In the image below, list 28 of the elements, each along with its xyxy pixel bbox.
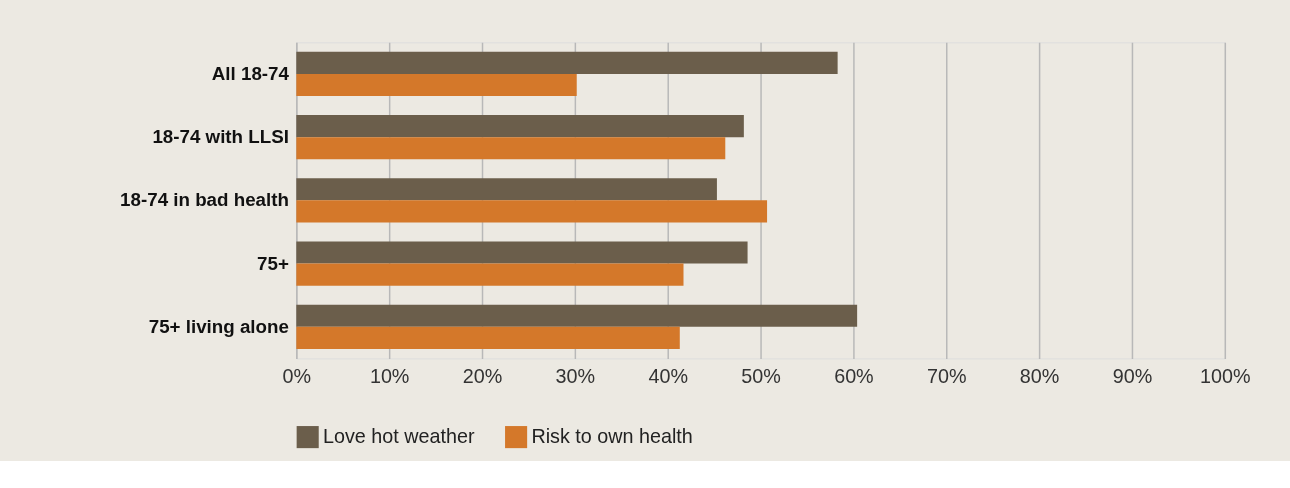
legend-label: Risk to own health — [531, 425, 693, 448]
x-tick-label: 20% — [462, 364, 503, 387]
x-tick-label: 70% — [926, 364, 967, 387]
y-tick-label: 75+ living alone — [148, 315, 289, 337]
bar — [296, 51, 838, 74]
bar — [296, 137, 726, 160]
legend-label: Love hot weather — [322, 425, 475, 448]
x-tick-label: 90% — [1112, 364, 1153, 387]
bar — [296, 115, 744, 138]
x-tick-label: 100% — [1200, 364, 1251, 387]
x-tick-label: 40% — [648, 364, 688, 387]
bar — [296, 241, 748, 264]
x-tick-label: 60% — [834, 364, 874, 387]
bar — [296, 304, 858, 327]
y-tick-label: 75+ — [257, 252, 289, 274]
bar — [296, 178, 717, 201]
x-tick-label: 80% — [1019, 364, 1060, 387]
x-tick-label: 50% — [741, 364, 781, 387]
x-tick-label: 30% — [555, 364, 596, 387]
y-tick-label: 18-74 in bad health — [120, 189, 289, 211]
x-tick-label: 0% — [282, 364, 312, 387]
bar — [296, 73, 577, 97]
bar — [296, 200, 768, 223]
x-tick-label: 10% — [369, 364, 410, 387]
bar — [296, 326, 680, 349]
y-tick-label: 18-74 with LLSI — [152, 126, 289, 148]
y-tick-label: All 18-74 — [211, 62, 290, 84]
bar — [296, 263, 684, 286]
